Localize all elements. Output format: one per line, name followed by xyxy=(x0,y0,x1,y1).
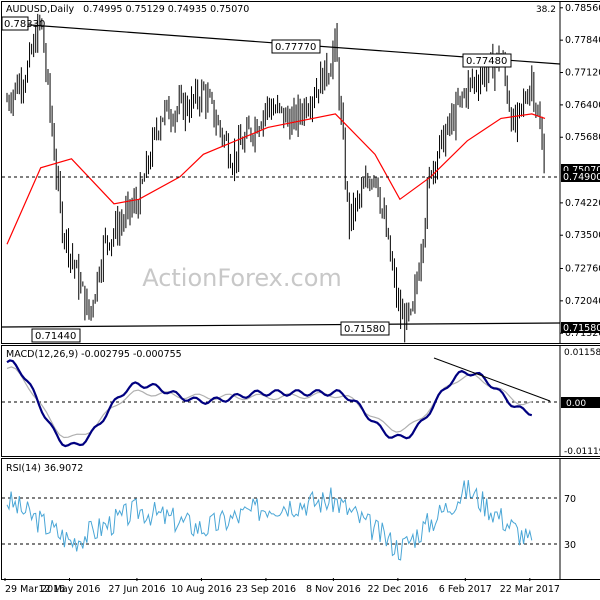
x-axis-label: 22 Mar 2017 xyxy=(500,584,560,595)
callout-high-2: 0.77770 xyxy=(271,39,321,54)
svg-text:0.71580: 0.71580 xyxy=(344,324,385,335)
rsi-chart[interactable]: RSI(14) 36.9072 70 30 xyxy=(2,459,600,579)
rsi-pane[interactable]: RSI(14) 36.9072 70 30 xyxy=(1,458,600,580)
svg-text:0.71440: 0.71440 xyxy=(35,331,76,342)
svg-text:0.78330: 0.78330 xyxy=(4,19,45,30)
x-axis-label: 27 Jun 2016 xyxy=(108,584,165,595)
x-axis-label: 8 Nov 2016 xyxy=(306,584,361,595)
x-axis-label: 12 May 2016 xyxy=(39,584,101,595)
svg-text:0.00: 0.00 xyxy=(566,399,586,409)
svg-text:0.77770: 0.77770 xyxy=(275,42,316,53)
macd-axis-bottom: -0.011191 xyxy=(564,447,600,456)
corner-value: 38.2 xyxy=(536,5,556,15)
x-axis-label: 10 Aug 2016 xyxy=(171,584,232,595)
svg-text:0.71580: 0.71580 xyxy=(563,323,600,334)
x-axis-label: 6 Feb 2017 xyxy=(439,584,492,595)
price-axis-label: 0.71320 xyxy=(565,328,600,339)
x-axis-label: 23 Sep 2016 xyxy=(236,584,296,595)
chart-header: AUDUSD,Daily 0.74995 0.75129 0.74935 0.7… xyxy=(6,4,249,15)
x-axis-label: 29 Mar 2016 xyxy=(5,584,65,595)
rsi-axis-70: 70 xyxy=(564,494,576,505)
macd-pane[interactable]: MACD(12,26,9) -0.002795 -0.000755 0.0115… xyxy=(1,345,600,457)
macd-trendline xyxy=(433,357,551,402)
watermark: ActionForex.com xyxy=(142,264,342,292)
symbol-label: AUDUSD,Daily xyxy=(6,4,75,15)
callout-high-3: 0.77480 xyxy=(462,53,512,68)
ohlc-label: 0.74995 0.75129 0.74935 0.75070 xyxy=(83,4,249,15)
rsi-axis-30: 30 xyxy=(564,540,576,551)
macd-axis-top: 0.011586 xyxy=(564,348,600,358)
callout-low-1: 0.71440 xyxy=(31,328,81,343)
x-axis-label: 22 Dec 2016 xyxy=(368,584,429,595)
svg-text:0.77480: 0.77480 xyxy=(466,56,507,67)
svg-text:0.75070: 0.75070 xyxy=(563,165,600,176)
svg-text:0.74900: 0.74900 xyxy=(563,172,600,183)
support-level-marker: 0.71580 xyxy=(561,322,600,334)
callout-low-2: 0.71580 xyxy=(340,321,390,336)
current-price-marker: 0.75070 xyxy=(561,164,600,176)
dashed-level-marker: 0.74900 xyxy=(561,171,600,183)
macd-zero-marker: 0.00 xyxy=(561,397,600,409)
callout-high-1: 0.78330 xyxy=(2,16,45,31)
macd-main-line xyxy=(6,359,533,448)
macd-chart[interactable]: MACD(12,26,9) -0.002795 -0.000755 0.0115… xyxy=(2,346,600,456)
lower-trendline xyxy=(2,322,561,328)
rsi-line xyxy=(6,479,533,561)
moving-average-line xyxy=(6,113,546,245)
rsi-title: RSI(14) 36.9072 xyxy=(6,463,83,474)
macd-title: MACD(12,26,9) -0.002795 -0.000755 xyxy=(6,349,182,360)
